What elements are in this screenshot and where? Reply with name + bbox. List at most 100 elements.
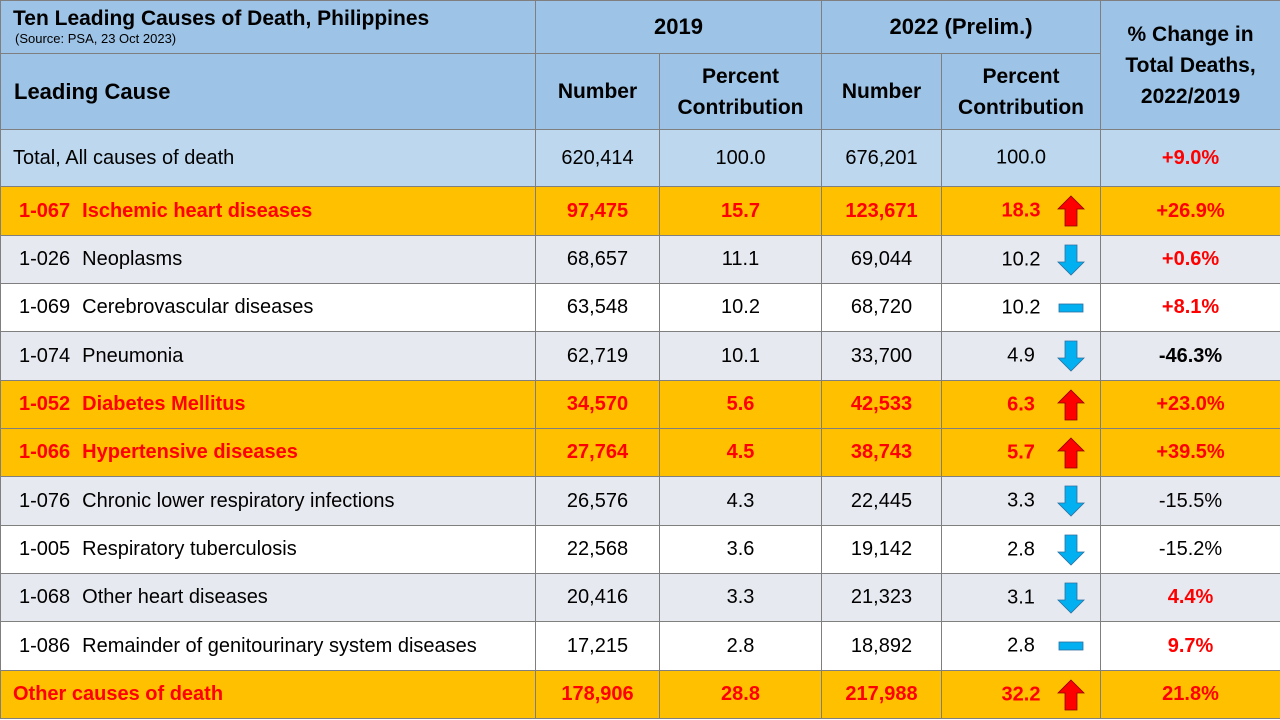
cause-name: Other causes of death [13,683,224,705]
pct-2019-cell: 5.6 [658,380,823,429]
number-2022-header: Number [821,53,943,130]
pct-2022-cell: 18.3 [941,186,1102,236]
number-2019-header: Number [535,53,660,130]
pct-change-cell: +26.9% [1100,186,1280,236]
pct-2019-cell: 3.3 [658,573,823,622]
pct-2022-value: 32.2 [1001,683,1041,705]
pct-2019-cell: 11.1 [658,235,823,284]
number-2022-cell: 676,201 [821,129,943,187]
cause-code: 1-052 [19,393,71,415]
pct-change-cell: -15.2% [1100,525,1280,574]
trend-up-icon [1056,388,1086,421]
trend-down-icon [1056,485,1086,517]
pct-2019-cell: 3.6 [658,525,823,574]
cause-cell: 1-068 Other heart diseases [0,573,536,622]
table-row: 1-066 Hypertensive diseases 27,764 4.5 38,74… [0,428,1280,477]
table-title: Ten Leading Causes of Death, Philippines [13,7,430,30]
pct-2022-value: 5.7 [1007,441,1035,463]
table-row: 1-069 Cerebrovascular diseases 63,548 10.2 6… [0,283,1280,332]
table-row: 1-052 Diabetes Mellitus 34,570 5.6 42,533 6.3… [0,380,1280,429]
trend-up-icon [1056,195,1086,227]
pct-change-header: % Change in Total Deaths, 2022/2019 [1100,0,1280,130]
table-row: Total, All causes of death 620,414 100.0 67… [0,129,1280,187]
number-2019-cell: 620,414 [535,129,660,187]
number-2022-cell: 68,720 [821,283,943,332]
trend-same-icon [1056,630,1086,662]
cause-name: Neoplasms [82,248,183,270]
pct-2022-value: 18.3 [1001,199,1041,222]
pct-2022-value: 6.3 [1007,393,1035,415]
pct-2022-value: 2.8 [1007,538,1035,560]
cause-code: 1-005 [19,538,71,560]
number-2022-cell: 123,671 [821,186,943,236]
cause-code: 1-086 [19,634,71,657]
pct-change-cell: +8.1% [1100,283,1280,332]
pct-contrib-2019-header: Percent Contribution [658,53,823,130]
number-2019-cell: 178,906 [535,670,660,719]
pct-contrib-2022-header: Percent Contribution [941,53,1102,130]
cause-cell: 1-026 Neoplasms [0,235,536,284]
pct-2022-value: 4.9 [1007,344,1035,367]
pct-change-cell: -15.5% [1100,476,1280,526]
number-2019-cell: 34,570 [535,380,660,429]
trend-down-icon [1056,534,1086,566]
cause-cell: Other causes of death [0,670,536,719]
year-2022-header: 2022 (Prelim.) [821,0,1102,54]
pct-2022-value: 3.1 [1007,586,1035,608]
number-2022-cell: 42,533 [821,380,943,429]
pct-2022-cell: 3.3 [941,476,1102,526]
table-body: Total, All causes of death 620,414 100.0 67… [0,129,1280,719]
pct-2022-value: 10.2 [1001,296,1041,318]
number-2019-cell: 68,657 [535,235,660,284]
number-2019-cell: 26,576 [535,476,660,526]
cause-code: 1-069 [19,296,71,318]
cause-cell: 1-086 Remainder of genitourinary system d… [0,621,536,671]
number-2019-cell: 27,764 [535,428,660,477]
number-2022-cell: 38,743 [821,428,943,477]
table-row: 1-005 Respiratory tuberculosis 22,568 3.6 19… [0,525,1280,574]
cause-name: Total, All causes of death [13,146,235,169]
cause-code: 1-066 [19,441,71,463]
trend-same-icon [1056,292,1086,324]
table-row: 1-076 Chronic lower respiratory infection… [0,476,1280,526]
cause-cell: 1-074 Pneumonia [0,331,536,381]
number-2022-cell: 22,445 [821,476,943,526]
cause-cell: 1-005 Respiratory tuberculosis [0,525,536,574]
trend-down-icon [1056,244,1086,276]
cause-name: Ischemic heart diseases [82,199,313,222]
pct-2019-cell: 100.0 [658,129,823,187]
number-2022-cell: 33,700 [821,331,943,381]
pct-2019-cell: 2.8 [658,621,823,671]
year-2019-header: 2019 [534,0,823,54]
source-note: (Source: PSA, 23 Oct 2023) [15,31,177,46]
number-2022-cell: 69,044 [821,235,943,284]
pct-2022-cell: 10.2 [941,235,1102,284]
number-2022-cell: 19,142 [821,525,943,574]
number-2019-cell: 63,548 [535,283,660,332]
pct-change-cell: +0.6% [1100,235,1280,284]
cause-code: 1-067 [19,199,71,222]
pct-2022-cell: 4.9 [941,331,1102,381]
pct-2019-cell: 10.2 [658,283,823,332]
trend-down-icon [1056,582,1086,614]
number-2019-cell: 97,475 [535,186,660,236]
pct-2022-cell: 2.8 [941,525,1102,574]
cause-cell: 1-067 Ischemic heart diseases [0,186,536,236]
cause-cell: Total, All causes of death [0,129,536,187]
table-row: 1-026 Neoplasms 68,657 11.1 69,044 10.2 +0.6% [0,235,1280,284]
pct-2019-cell: 15.7 [658,186,823,236]
cause-name: Diabetes Mellitus [82,393,246,415]
cause-cell: 1-066 Hypertensive diseases [0,428,536,477]
pct-2022-cell: 3.1 [941,573,1102,622]
cause-name: Hypertensive diseases [82,441,298,463]
cause-cell: 1-076 Chronic lower respiratory infection… [0,476,536,526]
table-row: 1-067 Ischemic heart diseases 97,475 15.7 12… [0,186,1280,236]
title-cell: Ten Leading Causes of Death, Philippines… [0,0,536,54]
pct-change-cell: +39.5% [1100,428,1280,477]
cause-cell: 1-069 Cerebrovascular diseases [0,283,536,332]
cause-cell: 1-052 Diabetes Mellitus [0,380,536,429]
table-row: 1-086 Remainder of genitourinary system d… [0,621,1280,671]
pct-2022-value: 10.2 [1001,248,1041,270]
number-2019-cell: 62,719 [535,331,660,381]
